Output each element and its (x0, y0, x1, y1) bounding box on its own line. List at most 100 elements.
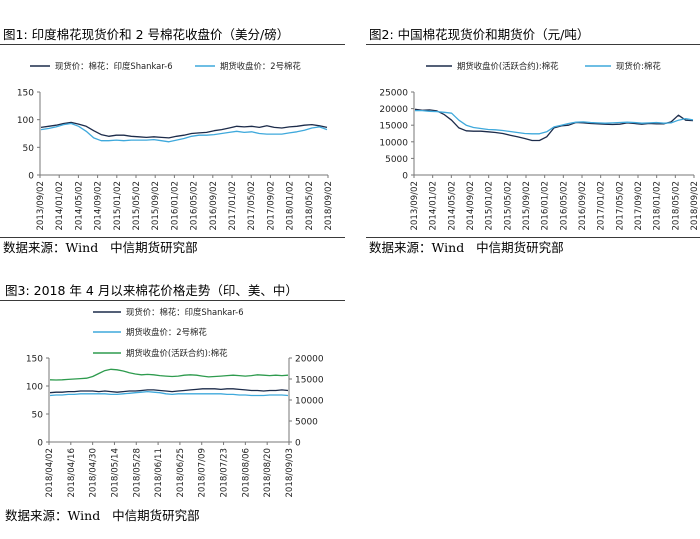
x-tick-label: 2016/05/02 (190, 181, 200, 231)
series-line-1 (49, 390, 289, 397)
x-tick-label: 2015/09/02 (522, 181, 532, 231)
figure2-source-wind: Wind (431, 240, 465, 255)
x-tick-label: 2018/09/03 (285, 448, 295, 498)
figure3-source-org: 中信期货研究部 (112, 508, 200, 523)
x-tick-label: 2018/01/02 (286, 181, 296, 231)
x-tick-label: 2016/01/02 (541, 181, 551, 231)
figure3-chart: 0 50 100 150 0 5000 10000 15000 20000 2018/04/02 2… (26, 307, 324, 498)
x-tick-label: 2017/05/02 (615, 181, 625, 231)
y2-tick-label: 0 (295, 439, 301, 449)
figure2-chart: 0 5000 10000 15000 20000 25000 2013/09/02 2014/… (379, 61, 700, 231)
x-tick-label: 2015/09/02 (151, 181, 161, 231)
figure1-source-prefix: 数据来源： (3, 240, 66, 255)
figure1-bottom-rule (0, 237, 345, 238)
x-tick-label: 2017/09/02 (634, 181, 644, 231)
x-tick-label: 2018/07/09 (198, 448, 208, 498)
x-tick-label: 2018/04/16 (67, 448, 77, 498)
x-tick-label: 2017/01/02 (597, 181, 607, 231)
x-tick-label: 2018/06/11 (154, 448, 164, 498)
x-tick-label: 2014/01/02 (55, 181, 65, 231)
series-line-0 (40, 121, 328, 139)
x-tick-label: 2018/09/02 (324, 181, 334, 231)
figure3-title: 图3: 2018 年 4 月以来棉花价格走势（印、美、中） (5, 283, 298, 298)
y-tick-label: 15000 (379, 122, 408, 132)
x-tick-label: 2016/09/02 (209, 181, 219, 231)
legend-label-0: 现货价：棉花：印度Shankar-6 (126, 307, 244, 317)
y-tick-label: 150 (26, 355, 43, 365)
series-line-2 (49, 368, 289, 381)
y2-tick-label: 15000 (295, 376, 324, 386)
x-tick-label: 2018/05/14 (110, 448, 120, 498)
x-tick-label: 2017/05/02 (247, 181, 257, 231)
figure1-source-wind: Wind (65, 240, 99, 255)
x-tick-label: 2013/09/02 (36, 181, 46, 231)
x-tick-label: 2018/01/02 (653, 181, 663, 231)
figure2-source-prefix: 数据来源： (369, 240, 432, 255)
figure1-title: 图1: 印度棉花现货价和 2 号棉花收盘价（美分/磅） (3, 27, 290, 42)
y2-tick-label: 5000 (295, 418, 318, 428)
x-tick-label: 2018/07/23 (220, 448, 230, 498)
y-tick-label: 50 (23, 144, 35, 154)
y-tick-label: 10000 (379, 138, 408, 148)
figure3-source-prefix: 数据来源： (5, 508, 68, 523)
x-tick-label: 2018/05/02 (671, 181, 681, 231)
legend-label-1: 期货收盘价：2号棉花 (220, 61, 301, 71)
figure2-source: 数据来源：Wind 中信期货研究部 (369, 240, 564, 256)
series-line-1 (415, 109, 694, 135)
y-tick-label: 50 (32, 411, 44, 421)
figure3-source-wind: Wind (67, 508, 101, 523)
x-tick-label: 2018/08/20 (263, 448, 273, 498)
series-line-0 (414, 108, 694, 142)
x-tick-label: 2013/09/02 (410, 181, 420, 231)
figure3-title-rule (0, 300, 345, 301)
legend-label-0: 期货收盘价(活跃合约):棉花 (457, 61, 559, 71)
figure2-title-rule (366, 44, 700, 45)
y-tick-label: 0 (402, 172, 408, 182)
y-tick-label: 100 (26, 383, 43, 393)
y-tick-label: 0 (28, 172, 34, 182)
x-tick-label: 2015/05/02 (503, 181, 513, 231)
y-tick-label: 25000 (379, 89, 408, 99)
x-tick-label: 2017/01/02 (228, 181, 238, 231)
figure2-source-org: 中信期货研究部 (476, 240, 564, 255)
x-tick-label: 2016/09/02 (578, 181, 588, 231)
x-tick-label: 2016/01/02 (170, 181, 180, 231)
legend-label-1: 现货价:棉花 (616, 61, 661, 71)
x-tick-label: 2014/05/02 (74, 181, 84, 231)
x-tick-label: 2016/05/02 (559, 181, 569, 231)
y-tick-label: 100 (17, 116, 34, 126)
x-tick-label: 2015/01/02 (485, 181, 495, 231)
x-tick-label: 2018/05/02 (305, 181, 315, 231)
figure1-source: 数据来源：Wind 中信期货研究部 (3, 240, 198, 256)
y2-tick-label: 10000 (295, 397, 324, 407)
x-tick-label: 2018/08/06 (241, 448, 251, 498)
figure3-source: 数据来源：Wind 中信期货研究部 (5, 508, 200, 524)
x-tick-label: 2018/09/02 (690, 181, 700, 231)
x-tick-label: 2018/04/30 (89, 448, 99, 498)
series-line-0 (49, 388, 289, 394)
x-tick-label: 2014/09/02 (94, 181, 104, 231)
y2-tick-label: 20000 (295, 355, 324, 365)
series-line-1 (40, 122, 328, 143)
x-tick-label: 2015/05/02 (132, 181, 142, 231)
x-tick-label: 2018/04/02 (45, 448, 55, 498)
figure1-source-org: 中信期货研究部 (110, 240, 198, 255)
x-tick-label: 2014/09/02 (466, 181, 476, 231)
figure2-bottom-rule (366, 237, 700, 238)
x-tick-label: 2014/01/02 (429, 181, 439, 231)
legend-label-0: 现货价：棉花：印度Shankar-6 (55, 61, 173, 71)
x-tick-label: 2017/09/02 (266, 181, 276, 231)
legend-label-2: 期货收盘价(活跃合约):棉花 (126, 348, 228, 358)
figure2-title: 图2: 中国棉花现货价和期货价（元/吨） (369, 27, 590, 42)
x-tick-label: 2015/01/02 (113, 181, 123, 231)
figure1-chart: 0 50 100 150 2013/09/02 2014/01/02 2014/05/02 2… (17, 61, 334, 231)
x-tick-label: 2018/06/25 (176, 448, 186, 498)
figure1-title-rule (0, 44, 345, 45)
y-tick-label: 150 (17, 89, 34, 99)
legend-label-1: 期货收盘价：2号棉花 (126, 327, 207, 337)
y-tick-label: 0 (37, 439, 43, 449)
y-tick-label: 5000 (385, 155, 408, 165)
y-tick-label: 20000 (379, 105, 408, 115)
x-tick-label: 2018/05/28 (132, 448, 142, 498)
x-tick-label: 2014/05/02 (447, 181, 457, 231)
